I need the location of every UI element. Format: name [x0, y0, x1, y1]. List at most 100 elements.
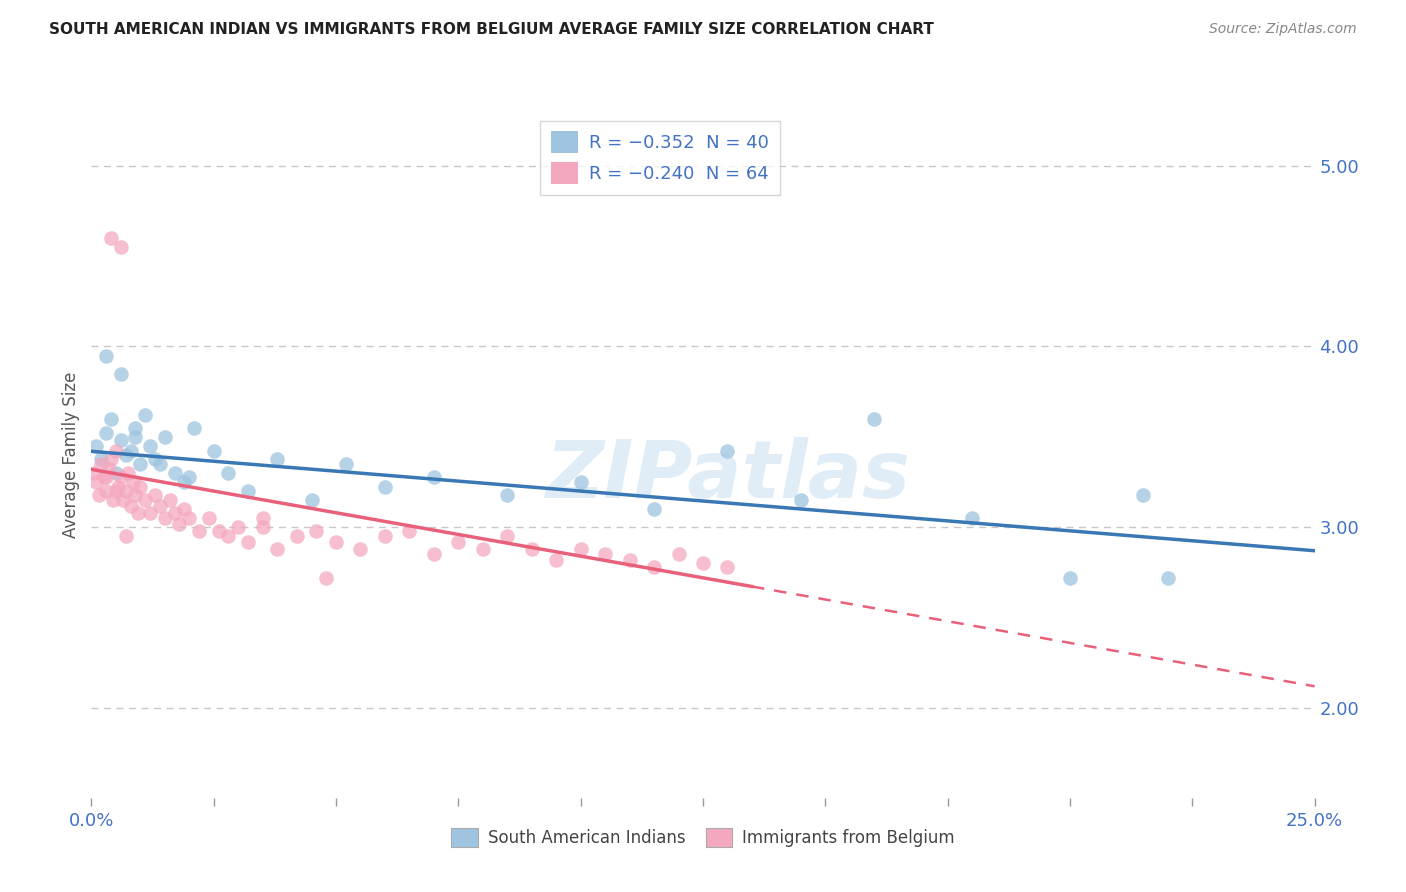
Point: [266, 451, 288, 466]
Point: [569, 475, 592, 489]
Point: [619, 553, 641, 567]
Point: [252, 511, 274, 525]
Point: [84, 439, 107, 453]
Point: [236, 534, 259, 549]
Point: [226, 520, 249, 534]
Point: [183, 421, 205, 435]
Point: [94, 426, 117, 441]
Point: [124, 430, 146, 444]
Point: [114, 448, 136, 462]
Point: [134, 408, 156, 422]
Point: [496, 529, 519, 543]
Point: [863, 411, 886, 425]
Text: Source: ZipAtlas.com: Source: ZipAtlas.com: [1209, 22, 1357, 37]
Point: [114, 484, 136, 499]
Point: [83, 466, 105, 480]
Point: [110, 434, 132, 448]
Point: [668, 547, 690, 561]
Point: [163, 466, 186, 480]
Point: [188, 524, 211, 538]
Point: [643, 560, 665, 574]
Point: [84, 475, 107, 489]
Point: [110, 367, 132, 381]
Text: ZIPatlas: ZIPatlas: [546, 436, 910, 515]
Point: [173, 475, 195, 489]
Point: [124, 488, 146, 502]
Legend: South American Indians, Immigrants from Belgium: South American Indians, Immigrants from …: [443, 820, 963, 855]
Point: [97, 462, 120, 476]
Point: [447, 534, 470, 549]
Point: [423, 547, 446, 561]
Point: [252, 520, 274, 534]
Point: [496, 488, 519, 502]
Point: [217, 529, 239, 543]
Point: [301, 493, 323, 508]
Point: [520, 541, 543, 556]
Point: [179, 469, 201, 483]
Point: [124, 421, 146, 435]
Point: [593, 547, 616, 561]
Point: [1157, 571, 1180, 585]
Point: [349, 541, 371, 556]
Point: [790, 493, 813, 508]
Point: [90, 451, 112, 466]
Y-axis label: Average Family Size: Average Family Size: [62, 372, 80, 538]
Point: [960, 511, 983, 525]
Point: [104, 444, 127, 458]
Point: [169, 516, 191, 531]
Point: [236, 484, 259, 499]
Point: [423, 469, 446, 483]
Point: [122, 475, 145, 489]
Point: [100, 411, 122, 425]
Point: [114, 529, 136, 543]
Point: [149, 499, 172, 513]
Point: [374, 480, 396, 494]
Point: [87, 488, 110, 502]
Point: [325, 534, 347, 549]
Point: [117, 466, 139, 480]
Point: [143, 488, 166, 502]
Point: [149, 457, 172, 471]
Point: [94, 349, 117, 363]
Point: [217, 466, 239, 480]
Point: [107, 480, 129, 494]
Point: [100, 451, 122, 466]
Point: [153, 511, 176, 525]
Point: [110, 469, 132, 483]
Point: [173, 502, 195, 516]
Text: SOUTH AMERICAN INDIAN VS IMMIGRANTS FROM BELGIUM AVERAGE FAMILY SIZE CORRELATION: SOUTH AMERICAN INDIAN VS IMMIGRANTS FROM…: [49, 22, 934, 37]
Point: [202, 444, 225, 458]
Point: [134, 493, 156, 508]
Point: [207, 524, 229, 538]
Point: [546, 553, 568, 567]
Point: [374, 529, 396, 543]
Point: [93, 469, 115, 483]
Point: [643, 502, 665, 516]
Point: [716, 444, 738, 458]
Point: [335, 457, 357, 471]
Point: [104, 484, 127, 499]
Point: [471, 541, 494, 556]
Point: [94, 484, 117, 499]
Point: [129, 480, 152, 494]
Point: [153, 430, 176, 444]
Point: [179, 511, 201, 525]
Point: [103, 493, 125, 508]
Point: [266, 541, 288, 556]
Point: [120, 444, 142, 458]
Point: [143, 451, 166, 466]
Point: [139, 439, 162, 453]
Point: [315, 571, 337, 585]
Point: [100, 231, 122, 245]
Point: [398, 524, 420, 538]
Point: [159, 493, 181, 508]
Point: [110, 240, 132, 254]
Point: [569, 541, 592, 556]
Point: [127, 506, 149, 520]
Point: [1059, 571, 1081, 585]
Point: [198, 511, 221, 525]
Point: [305, 524, 328, 538]
Point: [716, 560, 738, 574]
Point: [90, 457, 112, 471]
Point: [120, 499, 142, 513]
